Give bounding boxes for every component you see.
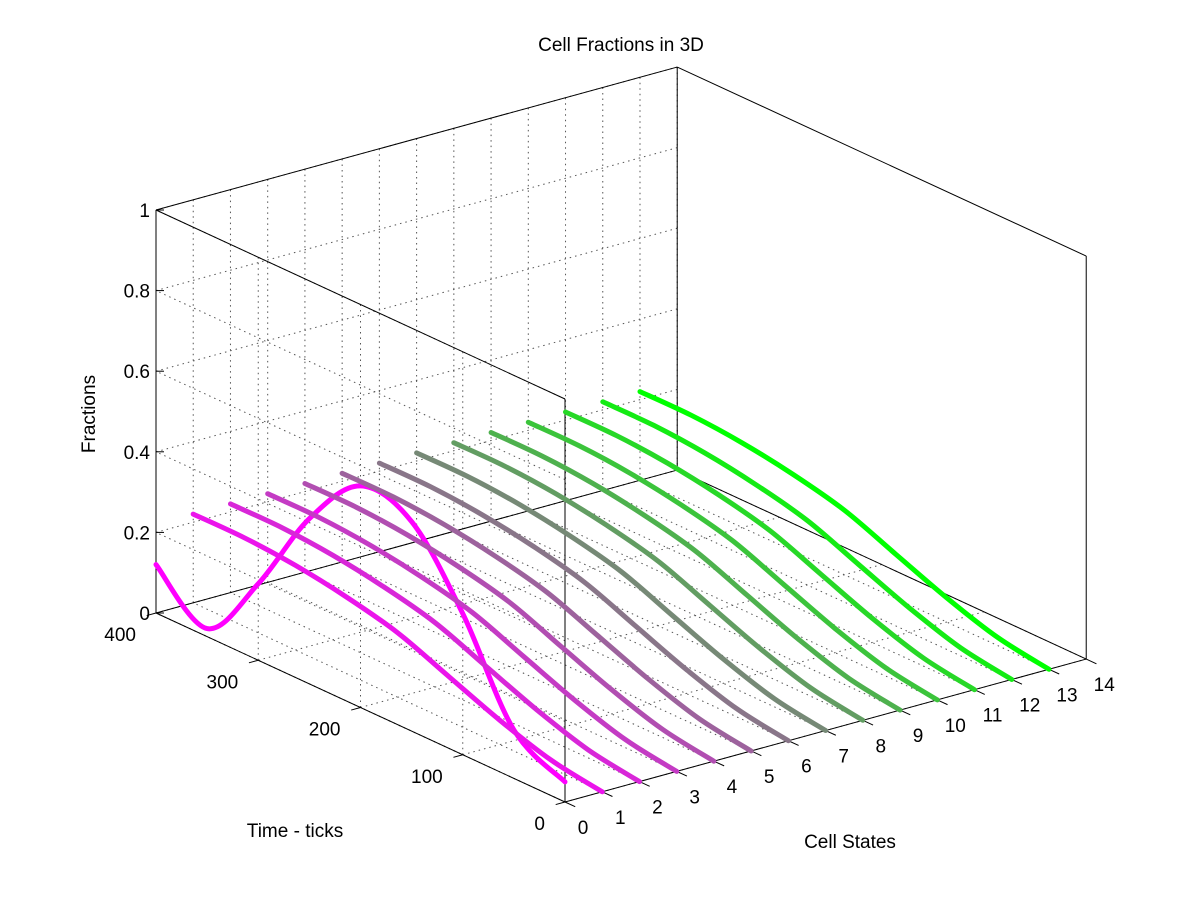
series-line-state-10 <box>525 419 940 703</box>
x-tick-label: 4 <box>727 777 738 798</box>
x-tick-mark <box>1086 658 1097 665</box>
x-tick-label: 10 <box>945 716 966 737</box>
x-tick-label: 3 <box>689 787 700 808</box>
axis-edge <box>677 66 1087 257</box>
z-tick-label: 0.6 <box>124 362 150 383</box>
grid-line <box>155 290 566 481</box>
y-tick-mark <box>146 612 157 617</box>
y-tick-label: 100 <box>411 767 443 788</box>
grid-line <box>193 602 603 793</box>
series-line-state-11 <box>563 409 977 693</box>
grid-line <box>453 530 864 721</box>
grid-line <box>639 479 1050 670</box>
chart-title: Cell Fractions in 3D <box>538 35 704 56</box>
grid-lines <box>155 66 1087 803</box>
grid-line <box>490 520 901 711</box>
x-tick-mark <box>564 801 576 808</box>
x-tick-label: 14 <box>1094 675 1116 696</box>
z-tick-label: 0.2 <box>124 523 150 544</box>
x-tick-label: 0 <box>578 818 589 839</box>
y-tick-label: 200 <box>309 720 341 741</box>
tick-labels: 0 1 2 3 4 5 6 7 8 9 10 11 12 13 14010020030040000.20.4… <box>104 201 1115 839</box>
series-line-state-2 <box>228 501 642 785</box>
series-line-state-7 <box>414 450 829 733</box>
z-tick-label: 1 <box>139 201 150 222</box>
z-tick-label: 0.4 <box>124 443 151 464</box>
y-tick-mark <box>453 754 463 758</box>
grid-line <box>155 147 678 292</box>
y-tick-label: 300 <box>207 672 239 693</box>
z-tick-label: 0 <box>139 604 150 625</box>
series-line-state-6 <box>376 460 791 744</box>
series-line-state-8 <box>451 440 866 723</box>
x-tick-label: 2 <box>652 798 663 819</box>
tick-marks <box>146 209 1097 808</box>
series-line-state-9 <box>488 430 903 713</box>
series-line-state-5 <box>339 470 754 754</box>
grid-line <box>267 581 677 772</box>
x-tick-label: 13 <box>1056 685 1077 706</box>
series-line-state-1 <box>190 511 605 795</box>
series-line-state-4 <box>302 481 717 764</box>
grid-line <box>155 308 678 453</box>
axes-box <box>155 66 1087 803</box>
grid-line <box>565 500 975 691</box>
series-lines <box>153 389 1052 795</box>
grid-line <box>602 490 1012 680</box>
axis-edge <box>677 469 1087 660</box>
grid-line <box>155 370 566 561</box>
grid-line <box>304 571 715 762</box>
x-tick-label: 1 <box>615 808 626 829</box>
series-line-state-0 <box>153 483 568 785</box>
y-tick-mark <box>248 659 259 664</box>
axis-edge <box>155 66 678 211</box>
grid-line <box>341 561 752 752</box>
x-axis-label: Cell States <box>804 832 896 853</box>
x-tick-label: 5 <box>764 767 775 788</box>
y-axis-label: Time - ticks <box>247 821 343 842</box>
x-tick-label: 12 <box>1019 695 1040 716</box>
x-tick-label: 7 <box>838 747 849 768</box>
z-tick-label: 0.8 <box>124 282 150 303</box>
x-tick-label: 6 <box>801 757 812 778</box>
y-tick-label: 0 <box>534 814 545 835</box>
grid-line <box>155 388 678 533</box>
y-tick-mark <box>351 707 361 711</box>
grid-line <box>462 611 985 756</box>
grid-line <box>360 564 882 708</box>
x-tick-label: 9 <box>913 726 924 747</box>
series-line-state-12 <box>600 399 1015 682</box>
y-tick-label: 400 <box>104 625 136 646</box>
grid-line <box>528 510 938 701</box>
y-tick-mark <box>555 801 566 806</box>
series-line-state-3 <box>265 491 680 774</box>
grid-line <box>155 451 566 642</box>
series-line-state-13 <box>637 389 1052 672</box>
x-tick-label: 8 <box>876 736 887 757</box>
grid-line <box>155 227 678 372</box>
axis-edge <box>155 209 566 400</box>
z-axis-label: Fractions <box>79 375 100 453</box>
grid-line <box>416 541 826 731</box>
grid-line <box>258 516 780 661</box>
x-tick-label: 11 <box>983 706 1003 727</box>
grid-line <box>155 531 566 722</box>
grid-line <box>230 592 640 783</box>
